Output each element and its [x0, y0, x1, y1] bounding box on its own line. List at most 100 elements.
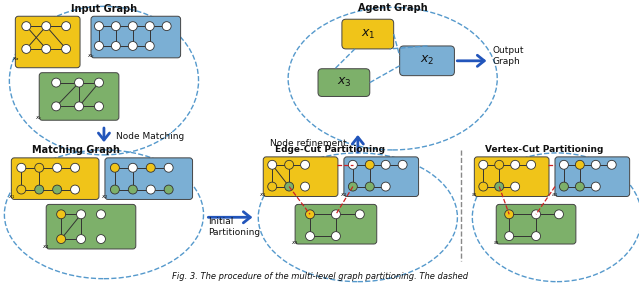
- Text: $x_3$: $x_3$: [291, 239, 299, 247]
- Text: $x_a$: $x_a$: [12, 55, 19, 63]
- FancyBboxPatch shape: [344, 157, 419, 197]
- Text: Output
Graph: Output Graph: [492, 46, 524, 65]
- Text: Input Graph: Input Graph: [71, 4, 137, 14]
- Text: $x_2$: $x_2$: [101, 193, 109, 201]
- FancyBboxPatch shape: [342, 19, 394, 49]
- Circle shape: [301, 160, 310, 169]
- Circle shape: [301, 182, 310, 191]
- Text: $a_1$: $a_1$: [551, 191, 559, 199]
- Circle shape: [145, 22, 154, 31]
- Circle shape: [559, 182, 568, 191]
- Circle shape: [61, 44, 70, 53]
- Text: $x_c$: $x_c$: [35, 114, 43, 122]
- FancyBboxPatch shape: [318, 69, 370, 96]
- Circle shape: [162, 22, 171, 31]
- Text: Matching Graph: Matching Graph: [32, 145, 120, 155]
- FancyBboxPatch shape: [105, 158, 193, 199]
- Circle shape: [591, 160, 600, 169]
- Circle shape: [111, 185, 120, 194]
- Circle shape: [532, 210, 541, 219]
- Circle shape: [495, 160, 504, 169]
- Circle shape: [97, 210, 106, 219]
- FancyBboxPatch shape: [474, 157, 549, 197]
- Circle shape: [365, 160, 374, 169]
- Circle shape: [479, 160, 488, 169]
- Circle shape: [95, 78, 104, 87]
- Circle shape: [22, 44, 31, 53]
- Circle shape: [495, 182, 504, 191]
- Text: $s_1$: $s_1$: [471, 191, 478, 199]
- Circle shape: [575, 182, 584, 191]
- Circle shape: [77, 210, 86, 219]
- Circle shape: [532, 232, 541, 241]
- Circle shape: [591, 182, 600, 191]
- Text: Edge-Cut Partitioning: Edge-Cut Partitioning: [275, 146, 385, 154]
- Text: $x_2$: $x_2$: [340, 191, 348, 199]
- Circle shape: [268, 182, 276, 191]
- Text: Node refinement: Node refinement: [270, 139, 347, 148]
- Circle shape: [147, 163, 156, 172]
- Circle shape: [52, 185, 61, 194]
- Circle shape: [505, 232, 514, 241]
- Text: Fig. 3. The procedure of the multi-level graph partitioning. The dashed: Fig. 3. The procedure of the multi-level…: [172, 272, 468, 281]
- Circle shape: [52, 102, 61, 111]
- Circle shape: [348, 182, 357, 191]
- Circle shape: [505, 210, 514, 219]
- Circle shape: [285, 182, 294, 191]
- Text: Agent Graph: Agent Graph: [358, 3, 428, 13]
- Circle shape: [332, 210, 340, 219]
- Circle shape: [57, 210, 66, 219]
- Circle shape: [145, 42, 154, 51]
- Circle shape: [348, 160, 357, 169]
- Text: $x_3$: $x_3$: [337, 76, 351, 89]
- Text: $x_1$: $x_1$: [259, 191, 267, 199]
- Circle shape: [479, 182, 488, 191]
- Circle shape: [17, 185, 26, 194]
- Circle shape: [575, 160, 584, 169]
- Text: Node Matching: Node Matching: [116, 131, 184, 141]
- Circle shape: [75, 102, 84, 111]
- Circle shape: [57, 234, 66, 244]
- FancyBboxPatch shape: [12, 158, 99, 199]
- Circle shape: [111, 42, 120, 51]
- Text: $x_1$: $x_1$: [360, 28, 375, 41]
- FancyBboxPatch shape: [555, 157, 630, 197]
- Circle shape: [17, 163, 26, 172]
- Circle shape: [52, 163, 61, 172]
- Text: Vertex-Cut Partitioning: Vertex-Cut Partitioning: [485, 146, 604, 154]
- Circle shape: [365, 182, 374, 191]
- Text: Initial
Partitioning: Initial Partitioning: [209, 218, 260, 237]
- Circle shape: [129, 22, 138, 31]
- Circle shape: [527, 160, 536, 169]
- FancyBboxPatch shape: [496, 204, 576, 244]
- Text: $x_1$: $x_1$: [8, 193, 15, 201]
- Circle shape: [607, 160, 616, 169]
- Circle shape: [35, 163, 44, 172]
- Circle shape: [52, 78, 61, 87]
- Circle shape: [381, 182, 390, 191]
- Circle shape: [95, 42, 104, 51]
- Circle shape: [70, 163, 79, 172]
- Text: $x_4$: $x_4$: [42, 243, 50, 251]
- Circle shape: [381, 160, 390, 169]
- Circle shape: [22, 22, 31, 31]
- Circle shape: [35, 185, 44, 194]
- Circle shape: [42, 44, 51, 53]
- Circle shape: [95, 102, 104, 111]
- Circle shape: [332, 232, 340, 241]
- Circle shape: [70, 185, 79, 194]
- Circle shape: [164, 185, 173, 194]
- FancyBboxPatch shape: [399, 46, 454, 76]
- Circle shape: [129, 42, 138, 51]
- Circle shape: [77, 234, 86, 244]
- FancyBboxPatch shape: [39, 73, 119, 120]
- Circle shape: [511, 160, 520, 169]
- Text: $s_3$: $s_3$: [493, 239, 500, 247]
- Circle shape: [111, 22, 120, 31]
- FancyBboxPatch shape: [15, 16, 80, 68]
- Circle shape: [554, 210, 563, 219]
- Circle shape: [97, 234, 106, 244]
- Circle shape: [147, 185, 156, 194]
- Circle shape: [559, 160, 568, 169]
- Circle shape: [42, 22, 51, 31]
